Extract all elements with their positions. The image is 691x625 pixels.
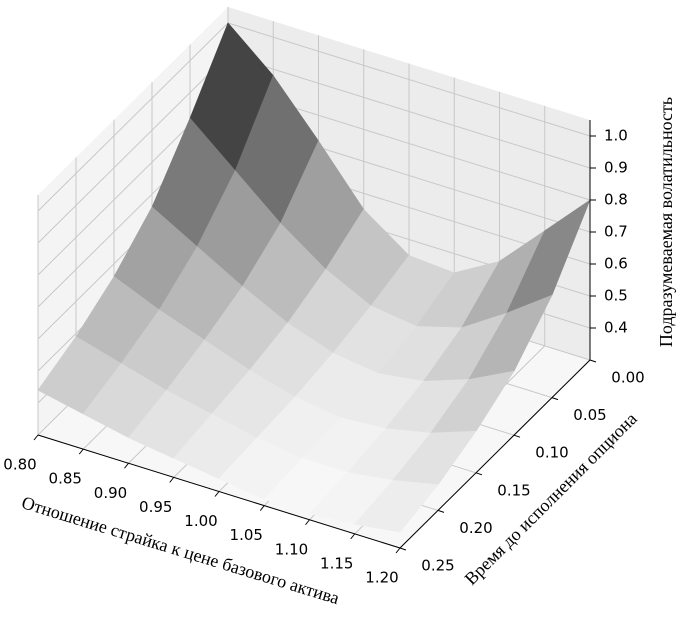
x-tick <box>259 505 265 511</box>
y-tick <box>513 434 521 438</box>
x-tick <box>78 448 84 455</box>
z-tick-label: 1.0 <box>604 127 628 145</box>
y-tick <box>589 359 597 363</box>
y-tick-label: 0.25 <box>421 557 454 575</box>
y-tick <box>399 547 407 551</box>
y-tick-label: 0.15 <box>497 481 530 499</box>
x-tick-label: 1.15 <box>320 554 353 572</box>
y-tick-label: 0.05 <box>573 406 606 424</box>
y-tick-label: 0.00 <box>611 369 644 387</box>
y-tick-label: 0.20 <box>459 519 492 537</box>
x-tick-label: 1.05 <box>230 526 263 544</box>
grid-line <box>37 22 229 212</box>
y-tick <box>437 509 445 513</box>
x-tick <box>33 434 39 441</box>
x-tick <box>124 462 129 469</box>
z-tick-label: 0.6 <box>604 255 628 273</box>
x-tick <box>350 533 356 540</box>
x-tick-label: 0.95 <box>139 498 172 516</box>
x-tick-label: 1.00 <box>184 512 217 530</box>
y-axis <box>399 359 591 549</box>
grid-line <box>37 54 229 244</box>
x-tick-label: 0.85 <box>49 470 82 488</box>
z-tick-label: 0.4 <box>604 319 628 337</box>
x-tick <box>214 491 220 497</box>
x-tick <box>395 547 401 554</box>
grid-line <box>227 22 591 137</box>
z-tick-label: 0.9 <box>604 159 628 177</box>
z-axis-label: Подразумеваемая волатильность <box>656 97 676 347</box>
x-tick-label: 0.80 <box>3 456 36 474</box>
x-tick <box>305 519 310 526</box>
y-tick-label: 0.10 <box>535 444 568 462</box>
y-tick <box>551 397 559 401</box>
y-tick <box>475 472 483 476</box>
grid-line <box>227 54 591 169</box>
z-tick-label: 0.8 <box>604 191 628 209</box>
surface-patch <box>354 479 439 533</box>
x-tick <box>169 477 175 483</box>
x-tick-label: 1.10 <box>275 540 308 558</box>
x-tick-label: 0.90 <box>94 484 127 502</box>
z-tick-label: 0.5 <box>604 287 628 305</box>
x-tick-label: 1.20 <box>365 569 398 587</box>
z-tick-label: 0.7 <box>604 223 628 241</box>
